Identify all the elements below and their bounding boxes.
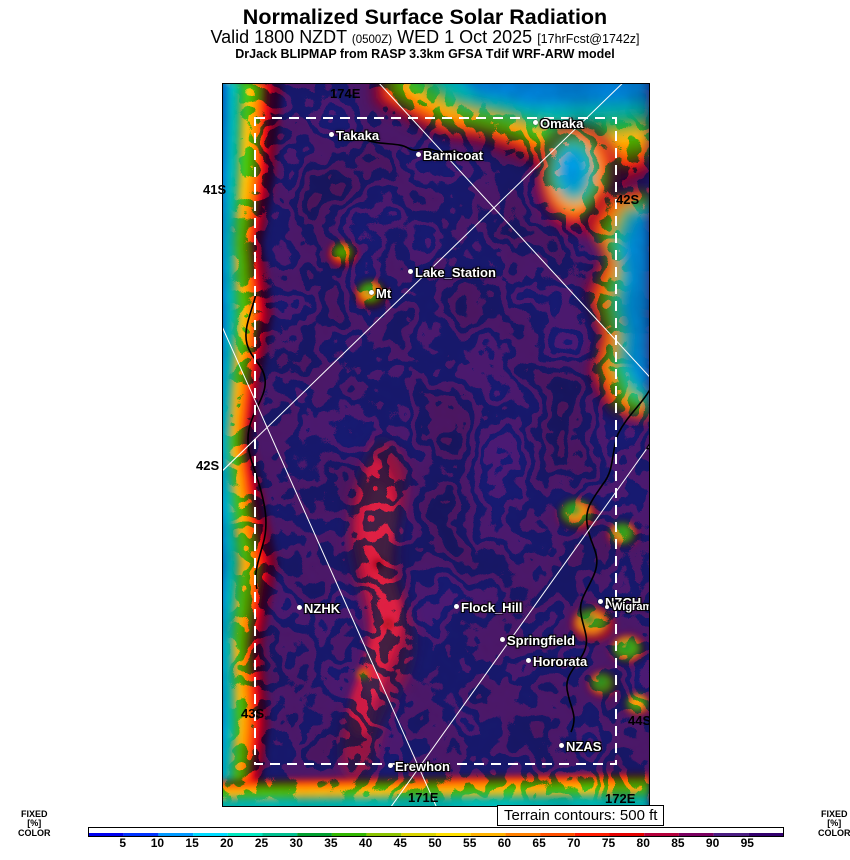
svg-text:70: 70	[567, 836, 581, 850]
svg-text:50: 50	[428, 836, 442, 850]
svg-text:60: 60	[498, 836, 512, 850]
svg-text:30: 30	[290, 836, 304, 850]
svg-text:5: 5	[119, 836, 126, 850]
svg-text:80: 80	[637, 836, 651, 850]
svg-text:90: 90	[706, 836, 720, 850]
svg-text:35: 35	[324, 836, 338, 850]
svg-text:85: 85	[671, 836, 685, 850]
svg-text:20: 20	[220, 836, 234, 850]
svg-text:15: 15	[185, 836, 199, 850]
svg-text:55: 55	[463, 836, 477, 850]
svg-text:45: 45	[394, 836, 408, 850]
svg-text:95: 95	[741, 836, 755, 850]
svg-text:25: 25	[255, 836, 269, 850]
svg-text:40: 40	[359, 836, 373, 850]
svg-text:65: 65	[532, 836, 546, 850]
svg-text:10: 10	[151, 836, 165, 850]
svg-text:75: 75	[602, 836, 616, 850]
